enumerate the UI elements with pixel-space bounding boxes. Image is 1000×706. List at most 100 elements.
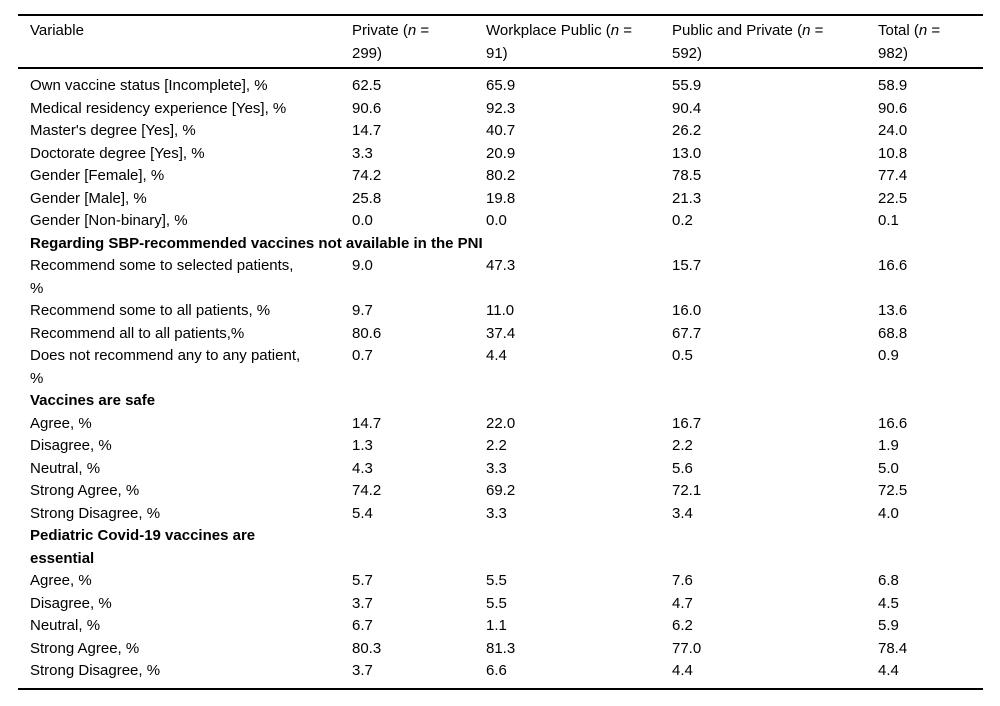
cell-value: 11.0: [486, 302, 515, 319]
cell-value: 90.4: [672, 99, 702, 117]
row-label: Strong Disagree, %: [30, 662, 161, 679]
table-row: Gender [Male], % 25.8 19.8 21.3 22.5: [18, 188, 983, 211]
cell-value: 81.3: [486, 639, 516, 657]
cell-value: 1.1: [486, 617, 507, 634]
column-header-n-value: = 299): [352, 22, 430, 62]
row-label: Neutral, %: [30, 617, 101, 634]
n-symbol: n: [802, 22, 811, 39]
cell-value: 5.7: [352, 572, 373, 589]
table-row: Gender [Non-binary], % 0.0 0.0 0.2 0.1: [18, 210, 983, 233]
cell-value: 68.8: [878, 324, 908, 342]
cell-value: 16.0: [672, 302, 702, 319]
table-row: Agree, % 14.7 22.0 16.7 16.6: [18, 413, 983, 436]
row-label: Strong Disagree, %: [30, 504, 161, 522]
cell-value-empty: [352, 525, 486, 570]
section-row: Vaccines are safe: [18, 390, 983, 413]
column-header-label: Public and Private (: [672, 22, 803, 39]
column-header-n-value: = 982): [878, 22, 941, 62]
cell-value: 1.9: [878, 437, 899, 454]
cell-value: 16.7: [672, 414, 702, 432]
cell-value: 25.8: [352, 189, 382, 207]
row-label: Doctorate degree [Yes], %: [30, 144, 205, 162]
cell-value: 16.6: [878, 414, 908, 432]
table-row: Strong Agree, % 80.3 81.3 77.0 78.4: [18, 638, 983, 661]
cell-value: 20.9: [486, 144, 516, 162]
table-header: Variable Private (n = 299) Workplace Pub…: [18, 15, 983, 69]
cell-value: 3.3: [486, 459, 507, 477]
n-symbol: n: [407, 22, 417, 39]
section-row: Regarding SBP-recommended vaccines not a…: [18, 233, 983, 256]
cell-value: 4.3: [352, 459, 373, 477]
cell-value: 4.7: [672, 594, 693, 612]
column-header-total: Total (n = 982): [878, 15, 983, 69]
cell-value: 14.7: [352, 414, 382, 432]
cell-value: 0.1: [878, 212, 899, 229]
column-header-label: Total (: [878, 22, 919, 39]
cell-value-empty: [486, 525, 672, 570]
cell-value: 0.2: [672, 212, 693, 229]
row-label: Master's degree [Yes], %: [30, 122, 196, 139]
cell-value: 0.7: [352, 347, 373, 364]
table-row: Master's degree [Yes], % 14.7 40.7 26.2 24.0: [18, 120, 983, 143]
row-label: Recommend some to selected patients, %: [30, 257, 294, 297]
cell-value: 26.2: [672, 122, 702, 139]
cell-value: 77.0: [672, 639, 702, 657]
cell-value: 62.5: [352, 77, 382, 94]
cell-value: 92.3: [486, 99, 516, 117]
cell-value: 77.4: [878, 167, 908, 184]
section-label: Regarding SBP-recommended vaccines not a…: [30, 234, 483, 252]
row-label: Own vaccine status [Incomplete], %: [30, 77, 268, 94]
section-label: Vaccines are safe: [30, 392, 156, 409]
cell-value: 5.6: [672, 459, 693, 477]
table-row: Recommend some to all patients, % 9.7 11.0…: [18, 300, 983, 323]
cell-value: 5.5: [486, 594, 507, 612]
cell-value: 4.4: [486, 347, 507, 364]
cell-value: 4.5: [878, 594, 899, 612]
cell-value: 7.6: [672, 572, 693, 589]
cell-value: 4.4: [672, 662, 693, 679]
cell-value: 55.9: [672, 77, 702, 94]
section-row: Pediatric Covid-19 vaccines are essentia…: [18, 525, 983, 570]
cell-value: 5.5: [486, 572, 507, 589]
cell-value: 0.0: [486, 212, 507, 229]
cell-value: 13.0: [672, 144, 702, 162]
cell-value: 3.4: [672, 504, 693, 522]
cell-value: 3.3: [486, 504, 507, 522]
cell-value: 6.7: [352, 617, 373, 634]
table-row: Neutral, % 4.3 3.3 5.6 5.0: [18, 458, 983, 481]
cell-value: 72.5: [878, 482, 908, 499]
cell-value: 4.0: [878, 504, 899, 522]
column-header-label: Workplace Public (: [486, 22, 611, 39]
cell-value: 78.4: [878, 639, 908, 657]
cell-value: 69.2: [486, 482, 516, 499]
cell-value: 5.0: [878, 459, 899, 477]
table-row: Recommend all to all patients,% 80.6 37.4 6…: [18, 323, 983, 346]
row-label: Gender [Female], %: [30, 167, 165, 184]
cell-value: 65.9: [486, 77, 516, 94]
table-row: Disagree, % 1.3 2.2 2.2 1.9: [18, 435, 983, 458]
row-label: Medical residency experience [Yes], %: [30, 99, 287, 117]
row-label: Recommend all to all patients,%: [30, 324, 245, 342]
cell-value: 3.3: [352, 144, 373, 162]
row-label: Disagree, %: [30, 594, 112, 612]
cell-value: 37.4: [486, 324, 516, 342]
cell-value: 6.8: [878, 572, 899, 589]
section-label: Pediatric Covid-19 vaccines are essentia…: [30, 527, 256, 567]
cell-value: 6.6: [486, 662, 507, 679]
cell-value: 80.3: [352, 639, 382, 657]
cell-value: 13.6: [878, 302, 908, 319]
table-row: Agree, % 5.7 5.5 7.6 6.8: [18, 570, 983, 593]
cell-value: 74.2: [352, 482, 382, 499]
cell-value: 2.2: [672, 437, 693, 454]
table-row: Medical residency experience [Yes], % 90.…: [18, 98, 983, 121]
table-row: Disagree, % 3.7 5.5 4.7 4.5: [18, 593, 983, 616]
n-symbol: n: [610, 22, 620, 39]
cell-value: 3.7: [352, 662, 373, 679]
row-label: Gender [Non-binary], %: [30, 212, 188, 229]
cell-value: 5.9: [878, 617, 899, 634]
column-header-public-and-private: Public and Private (n = 592): [672, 15, 878, 69]
row-label: Agree, %: [30, 572, 92, 589]
cell-value: 22.0: [486, 414, 516, 432]
cell-value: 47.3: [486, 257, 516, 274]
